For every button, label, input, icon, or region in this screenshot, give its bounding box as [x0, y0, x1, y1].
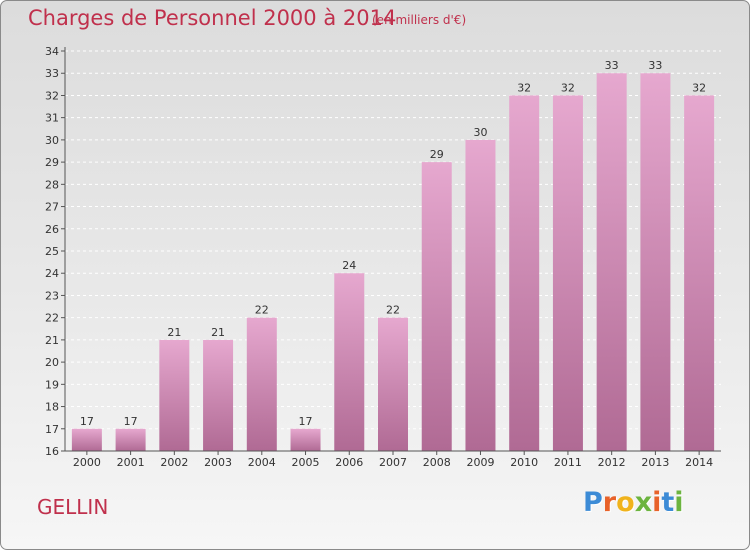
- bar-value-label: 33: [648, 59, 662, 72]
- y-tick-label: 29: [45, 156, 59, 169]
- x-tick-label: 2000: [73, 456, 101, 469]
- bar-value-label: 21: [211, 326, 225, 339]
- bar: [552, 95, 583, 451]
- x-tick-label: 2012: [598, 456, 626, 469]
- y-tick-label: 17: [45, 423, 59, 436]
- bar: [246, 317, 277, 451]
- bar-value-label: 32: [692, 81, 706, 94]
- bar-value-label: 29: [430, 148, 444, 161]
- y-tick-label: 28: [45, 178, 59, 191]
- bar-value-label: 30: [473, 126, 487, 139]
- bar-value-label: 33: [605, 59, 619, 72]
- x-tick-label: 2011: [554, 456, 582, 469]
- x-tick-label: 2007: [379, 456, 407, 469]
- y-tick-label: 21: [45, 334, 59, 347]
- y-tick-label: 27: [45, 201, 59, 214]
- bar-value-label: 21: [167, 326, 181, 339]
- bar: [465, 139, 496, 451]
- bar: [421, 162, 452, 451]
- y-tick-label: 22: [45, 312, 59, 325]
- logo-letter: r: [602, 487, 617, 518]
- y-tick-label: 31: [45, 112, 59, 125]
- bar-value-label: 22: [386, 304, 400, 317]
- y-tick-label: 25: [45, 245, 59, 258]
- bar-value-label: 17: [124, 415, 138, 428]
- proxiti-logo: Proxiti: [583, 487, 684, 518]
- y-tick-label: 30: [45, 134, 59, 147]
- bar: [509, 95, 540, 451]
- chart-title: Charges de Personnel 2000 à 2014: [28, 6, 397, 30]
- bar: [115, 428, 146, 451]
- logo-letter: t: [661, 487, 675, 518]
- commune-name: GELLIN: [37, 495, 109, 519]
- bar: [334, 273, 365, 451]
- logo-letter: i: [674, 487, 684, 518]
- labels: 16 17 18 19 20 21 22 23 24 25 26 27 28 29 30 31 32 33 34 17…: [45, 45, 713, 469]
- x-tick-label: 2009: [466, 456, 494, 469]
- chart-subtitle: (en milliers d'€): [372, 13, 467, 27]
- x-tick-label: 2001: [117, 456, 145, 469]
- logo-letter: o: [616, 487, 635, 518]
- x-tick-label: 2008: [423, 456, 451, 469]
- bar-value-label: 32: [561, 81, 575, 94]
- logo-letter: P: [583, 487, 603, 518]
- bar-value-label: 22: [255, 304, 269, 317]
- y-tick-label: 26: [45, 223, 59, 236]
- bars: [71, 73, 715, 451]
- x-tick-label: 2004: [248, 456, 276, 469]
- bar-value-label: 17: [80, 415, 94, 428]
- x-tick-label: 2002: [160, 456, 188, 469]
- x-tick-label: 2013: [641, 456, 669, 469]
- bar: [684, 95, 715, 451]
- bar: [378, 317, 408, 451]
- x-tick-label: 2006: [335, 456, 363, 469]
- logo-letter: x: [634, 487, 653, 518]
- x-tick-label: 2010: [510, 456, 538, 469]
- bar: [640, 73, 671, 451]
- bar-value-label: 17: [299, 415, 313, 428]
- x-tick-label: 2014: [685, 456, 713, 469]
- bar: [159, 339, 190, 451]
- y-tick-label: 24: [45, 267, 59, 280]
- x-tick-label: 2003: [204, 456, 232, 469]
- bar-value-label: 32: [517, 81, 531, 94]
- bar-value-label: 24: [342, 259, 356, 272]
- bar: [596, 73, 627, 451]
- axes: [61, 47, 721, 455]
- y-tick-label: 18: [45, 401, 59, 414]
- y-tick-label: 19: [45, 378, 59, 391]
- bar: [203, 339, 234, 451]
- y-tick-label: 32: [45, 89, 59, 102]
- logo-letter: i: [652, 487, 662, 518]
- y-tick-label: 34: [45, 45, 59, 58]
- x-tick-label: 2005: [292, 456, 320, 469]
- bar: [290, 428, 321, 451]
- y-tick-label: 33: [45, 67, 59, 80]
- bar: [71, 428, 102, 451]
- y-tick-label: 16: [45, 445, 59, 458]
- y-tick-label: 23: [45, 289, 59, 302]
- y-tick-label: 20: [45, 356, 59, 369]
